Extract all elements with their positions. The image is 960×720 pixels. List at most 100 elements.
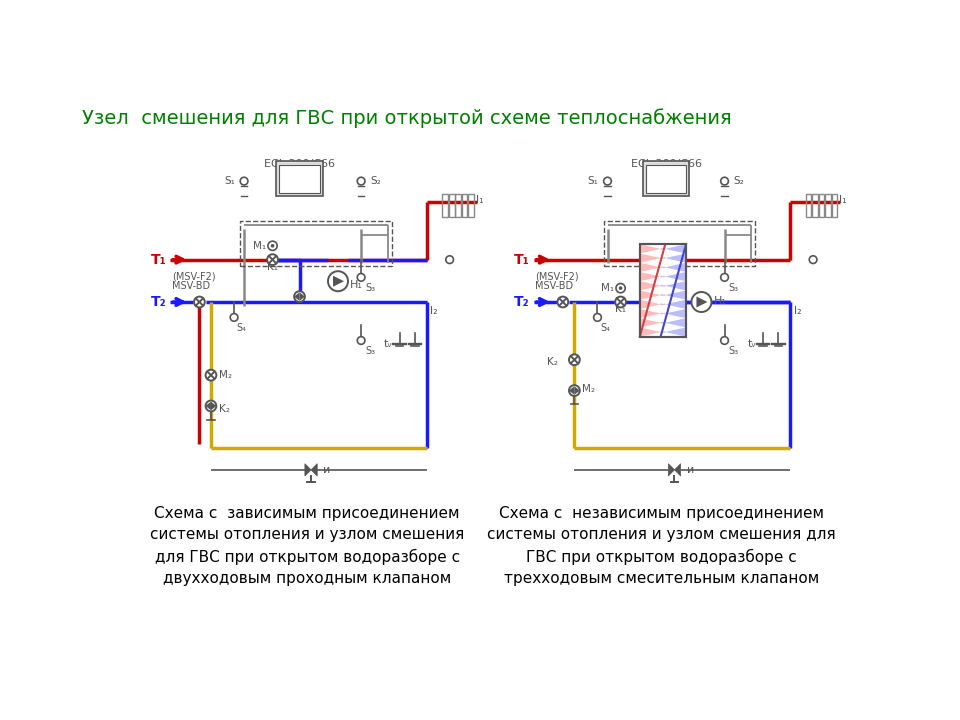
Circle shape xyxy=(615,297,626,307)
Circle shape xyxy=(267,254,278,265)
Polygon shape xyxy=(660,253,686,263)
Text: M₁: M₁ xyxy=(253,240,266,251)
Text: S₃: S₃ xyxy=(729,346,739,356)
Circle shape xyxy=(194,297,204,307)
Polygon shape xyxy=(668,464,675,476)
Polygon shape xyxy=(574,386,580,395)
Text: S₃: S₃ xyxy=(729,283,739,293)
Polygon shape xyxy=(660,282,686,290)
Polygon shape xyxy=(639,282,665,290)
Polygon shape xyxy=(211,402,216,410)
Polygon shape xyxy=(639,253,665,263)
Polygon shape xyxy=(675,464,681,476)
Polygon shape xyxy=(660,263,686,272)
Circle shape xyxy=(593,313,601,321)
Bar xyxy=(604,221,756,266)
Bar xyxy=(443,194,448,217)
Text: tᵥ: tᵥ xyxy=(748,339,756,349)
Polygon shape xyxy=(639,300,665,309)
Text: S₄: S₄ xyxy=(600,323,611,333)
Bar xyxy=(462,194,468,217)
Text: Узел  смешения для ГВС при открытой схеме теплоснабжения: Узел смешения для ГВС при открытой схеме… xyxy=(83,108,732,127)
Circle shape xyxy=(721,337,729,344)
Text: и: и xyxy=(324,465,330,475)
Text: S₃: S₃ xyxy=(365,346,375,356)
Text: T₁: T₁ xyxy=(151,253,166,266)
Circle shape xyxy=(604,177,612,185)
Text: tᵥ: tᵥ xyxy=(384,339,394,349)
Bar xyxy=(831,194,837,217)
Circle shape xyxy=(357,177,365,185)
Text: K₁: K₁ xyxy=(267,262,278,272)
Text: M₂: M₂ xyxy=(219,370,231,380)
Polygon shape xyxy=(660,290,686,300)
Bar xyxy=(812,194,818,217)
Circle shape xyxy=(445,256,453,264)
Circle shape xyxy=(691,292,711,312)
Circle shape xyxy=(271,244,275,248)
Polygon shape xyxy=(696,297,708,307)
Polygon shape xyxy=(639,328,665,337)
Bar xyxy=(639,244,686,337)
Polygon shape xyxy=(639,263,665,272)
Polygon shape xyxy=(639,290,665,300)
Bar xyxy=(639,244,686,337)
Text: M₂: M₂ xyxy=(582,384,595,395)
Circle shape xyxy=(616,284,625,293)
Circle shape xyxy=(619,287,622,290)
Polygon shape xyxy=(660,328,686,337)
Text: S₂: S₂ xyxy=(733,176,745,186)
Circle shape xyxy=(721,274,729,282)
Text: MSV-BD: MSV-BD xyxy=(172,282,210,291)
Text: H₁: H₁ xyxy=(713,296,727,306)
Circle shape xyxy=(205,370,216,381)
Text: l₂: l₂ xyxy=(430,306,438,316)
Bar xyxy=(279,165,320,193)
Bar xyxy=(646,165,686,193)
Circle shape xyxy=(230,313,238,321)
Bar xyxy=(455,194,461,217)
Polygon shape xyxy=(660,244,686,253)
Text: (MSV-F2): (MSV-F2) xyxy=(172,272,215,282)
Bar xyxy=(643,161,689,196)
Polygon shape xyxy=(300,292,305,301)
Circle shape xyxy=(721,177,729,185)
Circle shape xyxy=(569,385,580,396)
Polygon shape xyxy=(305,464,311,476)
Polygon shape xyxy=(639,272,665,282)
Text: K₁: K₁ xyxy=(615,305,626,315)
Circle shape xyxy=(205,400,216,411)
Polygon shape xyxy=(660,318,686,328)
Polygon shape xyxy=(311,464,317,476)
Text: Схема с  независимым присоединением
системы отопления и узлом смешения для
ГВС п: Схема с независимым присоединением систе… xyxy=(487,506,836,586)
Circle shape xyxy=(558,297,568,307)
Bar xyxy=(819,194,825,217)
Text: MSV-BD: MSV-BD xyxy=(535,282,573,291)
Bar xyxy=(276,161,323,196)
Circle shape xyxy=(240,177,248,185)
Text: T₁: T₁ xyxy=(514,253,530,266)
Text: ECL 300/С66: ECL 300/С66 xyxy=(631,159,702,168)
Polygon shape xyxy=(639,309,665,318)
Polygon shape xyxy=(569,386,574,395)
Polygon shape xyxy=(294,292,300,301)
Text: l₁: l₁ xyxy=(839,195,847,205)
Text: S₁: S₁ xyxy=(588,176,598,186)
Text: S₄: S₄ xyxy=(237,323,247,333)
Polygon shape xyxy=(639,244,665,253)
Text: M₁: M₁ xyxy=(601,283,614,293)
Bar xyxy=(468,194,474,217)
Polygon shape xyxy=(639,318,665,328)
Text: Схема с  зависимым присоединением
системы отопления и узлом смешения
для ГВС при: Схема с зависимым присоединением системы… xyxy=(150,506,465,586)
Text: ECL 300/С66: ECL 300/С66 xyxy=(264,159,335,168)
Circle shape xyxy=(357,337,365,344)
Text: H₁: H₁ xyxy=(350,280,363,290)
Text: и: и xyxy=(686,465,694,475)
Text: S₃: S₃ xyxy=(365,283,375,293)
Bar xyxy=(826,194,830,217)
Text: S₂: S₂ xyxy=(371,176,381,186)
Text: S₁: S₁ xyxy=(224,176,235,186)
Bar xyxy=(805,194,811,217)
Polygon shape xyxy=(660,272,686,282)
Polygon shape xyxy=(205,402,211,410)
